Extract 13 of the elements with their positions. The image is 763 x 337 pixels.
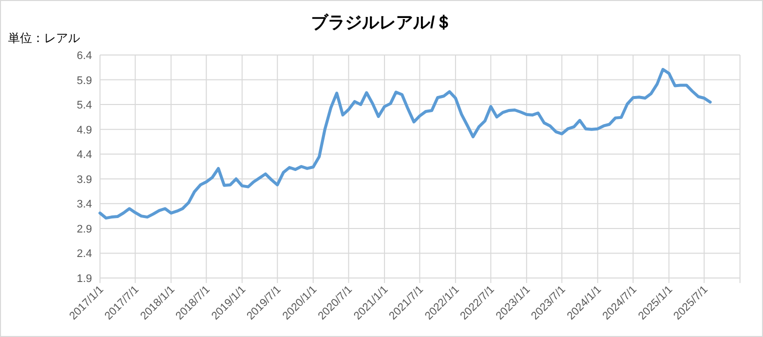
y-tick-label: 2.4 <box>76 248 92 260</box>
y-axis-title: 単位：レアル <box>8 31 80 45</box>
chart-title: ブラジルレアル/＄ <box>311 13 452 32</box>
y-tick-label: 5.4 <box>76 100 92 112</box>
y-tick-label: 4.4 <box>76 149 92 162</box>
y-tick-label: 5.9 <box>76 74 92 87</box>
y-tick-label: 3.9 <box>76 174 92 186</box>
y-tick-label: 4.9 <box>76 124 92 136</box>
y-tick-label: 1.9 <box>76 273 92 285</box>
y-tick-label: 3.4 <box>76 198 92 211</box>
y-tick-label: 6.4 <box>76 50 92 62</box>
line-series <box>98 68 712 220</box>
y-tick-label: 2.9 <box>76 223 92 236</box>
